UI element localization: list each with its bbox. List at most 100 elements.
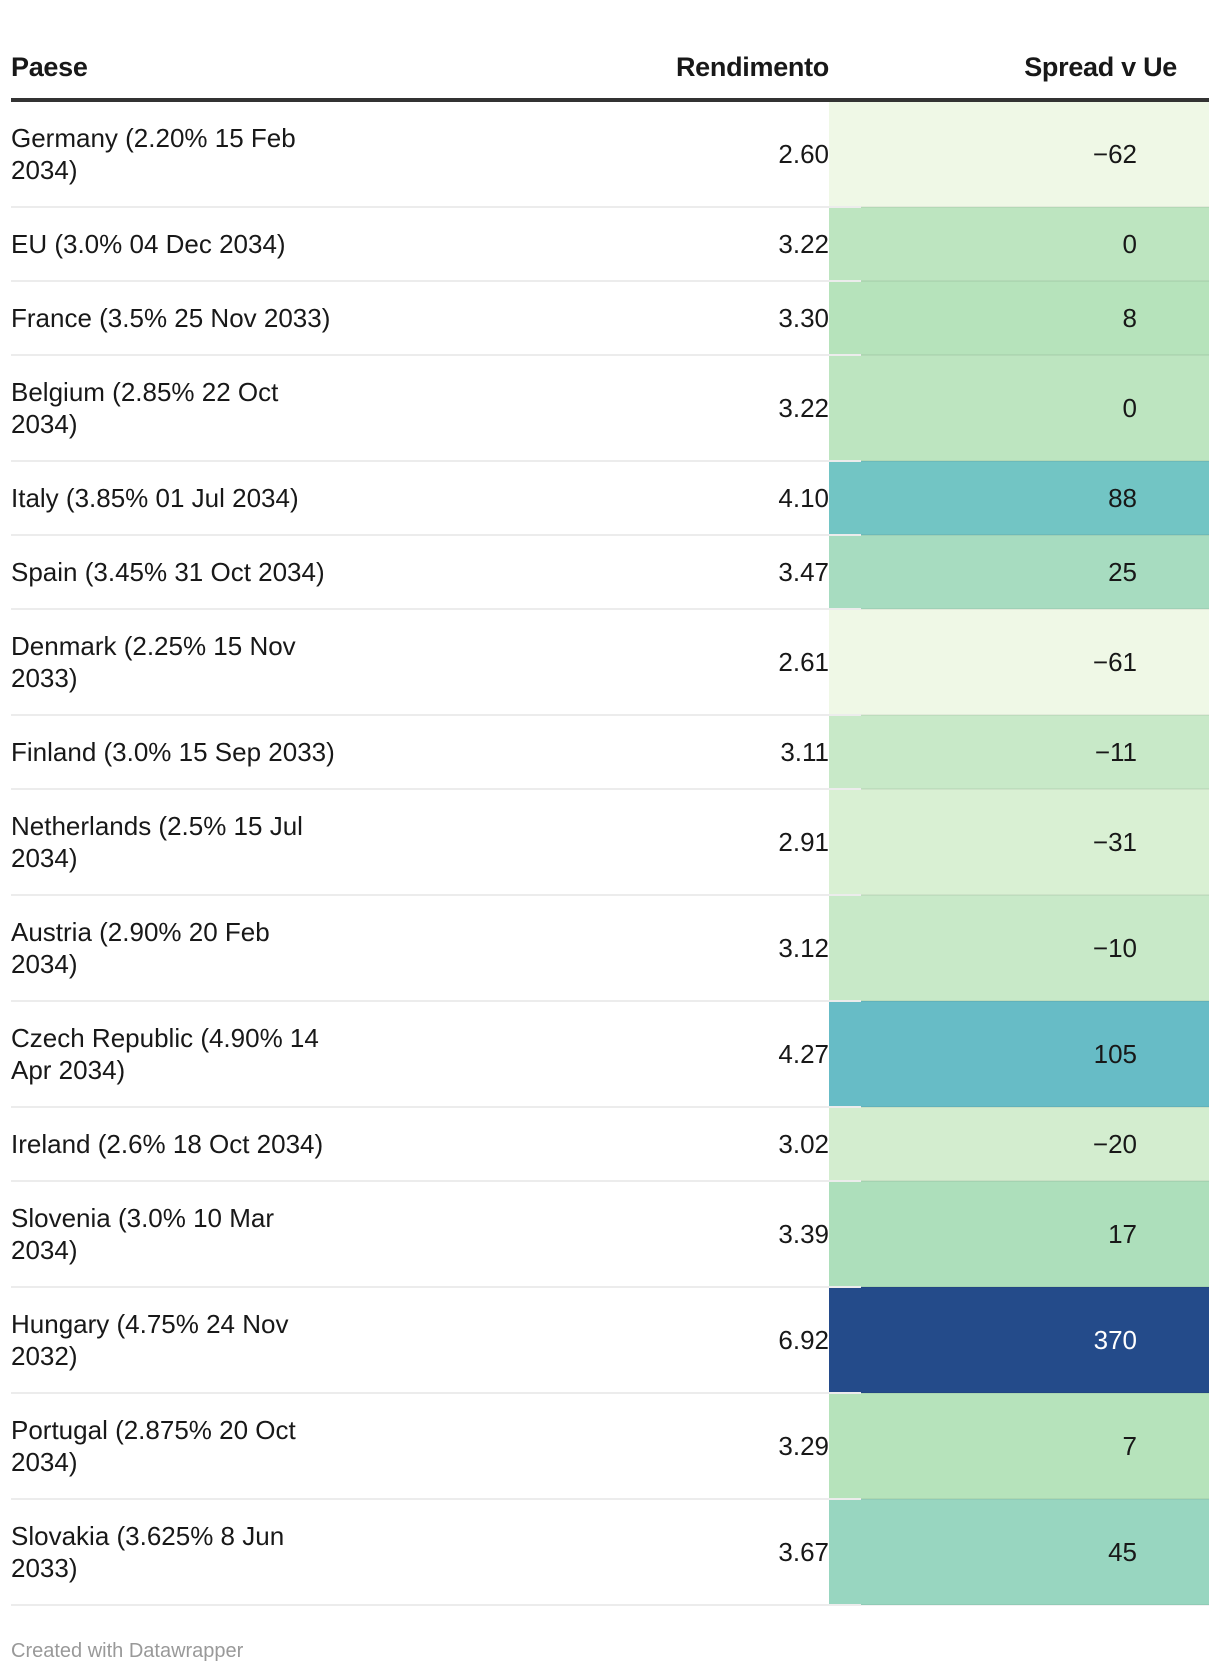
table-row: Slovakia (3.625% 8 Jun 2033) 3.67 45 — [11, 1499, 1209, 1606]
yield-cell: 4.27 — [371, 1001, 829, 1108]
table-row: Austria (2.90% 20 Feb 2034) 3.12 −10 — [11, 895, 1209, 1002]
yield-cell: 3.02 — [371, 1107, 829, 1182]
spread-cell-pad — [829, 1001, 861, 1108]
spread-cell-pad — [829, 1393, 861, 1500]
spread-cell-pad — [829, 715, 861, 790]
yield-cell: 3.22 — [371, 355, 829, 462]
yield-cell: 2.91 — [371, 789, 829, 896]
header-row: Paese Rendimento Spread v Ue — [11, 36, 1209, 102]
yield-cell: 3.12 — [371, 895, 829, 1002]
yield-cell: 3.39 — [371, 1181, 829, 1288]
table-row: Netherlands (2.5% 15 Jul 2034) 2.91 −31 — [11, 789, 1209, 896]
table-row: Czech Republic (4.90% 14 Apr 2034) 4.27 10… — [11, 1001, 1209, 1108]
country-cell: Germany (2.20% 15 Feb 2034) — [11, 100, 371, 208]
table-row: France (3.5% 25 Nov 2033) 3.30 8 — [11, 281, 1209, 356]
spread-cell: 8 — [861, 281, 1209, 356]
country-cell: Ireland (2.6% 18 Oct 2034) — [11, 1107, 371, 1182]
country-name: Slovakia (3.625% 8 Jun 2033) — [11, 1521, 285, 1583]
table-row: Belgium (2.85% 22 Oct 2034) 3.22 0 — [11, 355, 1209, 462]
spread-cell-pad — [829, 355, 861, 462]
spread-cell: −31 — [861, 789, 1209, 896]
table-row: Germany (2.20% 15 Feb 2034) 2.60 −62 — [11, 100, 1209, 208]
spread-cell: −62 — [861, 100, 1209, 208]
country-name: Portugal (2.875% 20 Oct 2034) — [11, 1415, 296, 1477]
spread-cell: 105 — [861, 1001, 1209, 1108]
yield-cell: 3.47 — [371, 535, 829, 610]
spread-cell-pad — [829, 895, 861, 1002]
country-name: Ireland (2.6% 18 Oct 2034) — [11, 1129, 324, 1159]
country-cell: Denmark (2.25% 15 Nov 2033) — [11, 609, 371, 716]
footer-credit: Created with Datawrapper — [11, 1640, 244, 1662]
yield-cell: 3.30 — [371, 281, 829, 356]
spread-cell: −10 — [861, 895, 1209, 1002]
country-name: Finland (3.0% 15 Sep 2033) — [11, 737, 335, 767]
spread-cell-pad — [829, 1499, 861, 1606]
country-cell: Hungary (4.75% 24 Nov 2032) — [11, 1287, 371, 1394]
bond-yield-table: Paese Rendimento Spread v Ue Germany (2.… — [11, 36, 1209, 1606]
table-row: Italy (3.85% 01 Jul 2034) 4.10 88 — [11, 461, 1209, 536]
yield-cell: 2.60 — [371, 100, 829, 208]
table-row: Denmark (2.25% 15 Nov 2033) 2.61 −61 — [11, 609, 1209, 716]
country-cell: Austria (2.90% 20 Feb 2034) — [11, 895, 371, 1002]
spread-cell: 88 — [861, 461, 1209, 536]
country-name: Slovenia (3.0% 10 Mar 2034) — [11, 1203, 275, 1265]
spread-cell: −20 — [861, 1107, 1209, 1182]
header-spread[interactable]: Spread v Ue — [861, 36, 1209, 102]
country-name: Spain (3.45% 31 Oct 2034) — [11, 557, 325, 587]
header-yield[interactable]: Rendimento — [371, 36, 829, 102]
yield-cell: 3.67 — [371, 1499, 829, 1606]
country-name: EU (3.0% 04 Dec 2034) — [11, 229, 286, 259]
country-cell: EU (3.0% 04 Dec 2034) — [11, 207, 371, 282]
yield-cell: 4.10 — [371, 461, 829, 536]
spread-cell: −61 — [861, 609, 1209, 716]
spread-cell-pad — [829, 609, 861, 716]
spread-cell: 0 — [861, 355, 1209, 462]
table-row: Hungary (4.75% 24 Nov 2032) 6.92 370 — [11, 1287, 1209, 1394]
spread-cell: −11 — [861, 715, 1209, 790]
spread-cell-pad — [829, 1107, 861, 1182]
table-row: Portugal (2.875% 20 Oct 2034) 3.29 7 — [11, 1393, 1209, 1500]
country-cell: Italy (3.85% 01 Jul 2034) — [11, 461, 371, 536]
country-cell: Czech Republic (4.90% 14 Apr 2034) — [11, 1001, 371, 1108]
table-row: Slovenia (3.0% 10 Mar 2034) 3.39 17 — [11, 1181, 1209, 1288]
table-row: Ireland (2.6% 18 Oct 2034) 3.02 −20 — [11, 1107, 1209, 1182]
spread-cell-pad — [829, 535, 861, 610]
spread-cell-pad — [829, 1181, 861, 1288]
yield-cell: 3.11 — [371, 715, 829, 790]
country-name: Germany (2.20% 15 Feb 2034) — [11, 123, 296, 185]
spread-cell-pad — [829, 1287, 861, 1394]
country-cell: Belgium (2.85% 22 Oct 2034) — [11, 355, 371, 462]
yield-cell: 2.61 — [371, 609, 829, 716]
spread-cell-pad — [829, 100, 861, 208]
spread-cell-pad — [829, 461, 861, 536]
country-name: Hungary (4.75% 24 Nov 2032) — [11, 1309, 289, 1371]
table-row: EU (3.0% 04 Dec 2034) 3.22 0 — [11, 207, 1209, 282]
spread-cell: 7 — [861, 1393, 1209, 1500]
country-cell: France (3.5% 25 Nov 2033) — [11, 281, 371, 356]
spread-cell: 45 — [861, 1499, 1209, 1606]
country-name: Czech Republic (4.90% 14 Apr 2034) — [11, 1023, 319, 1085]
country-name: Italy (3.85% 01 Jul 2034) — [11, 483, 299, 513]
country-cell: Slovakia (3.625% 8 Jun 2033) — [11, 1499, 371, 1606]
header-spacer — [829, 36, 861, 102]
country-cell: Finland (3.0% 15 Sep 2033) — [11, 715, 371, 790]
spread-cell-pad — [829, 207, 861, 282]
yield-cell: 6.92 — [371, 1287, 829, 1394]
yield-cell: 3.29 — [371, 1393, 829, 1500]
country-name: Belgium (2.85% 22 Oct 2034) — [11, 377, 279, 439]
country-name: Denmark (2.25% 15 Nov 2033) — [11, 631, 296, 693]
country-name: Netherlands (2.5% 15 Jul 2034) — [11, 811, 303, 873]
spread-cell: 370 — [861, 1287, 1209, 1394]
spread-cell: 25 — [861, 535, 1209, 610]
country-cell: Slovenia (3.0% 10 Mar 2034) — [11, 1181, 371, 1288]
country-cell: Spain (3.45% 31 Oct 2034) — [11, 535, 371, 610]
table-row: Finland (3.0% 15 Sep 2033) 3.11 −11 — [11, 715, 1209, 790]
country-cell: Netherlands (2.5% 15 Jul 2034) — [11, 789, 371, 896]
spread-cell-pad — [829, 789, 861, 896]
table-row: Spain (3.45% 31 Oct 2034) 3.47 25 — [11, 535, 1209, 610]
header-country[interactable]: Paese — [11, 36, 371, 102]
country-name: France (3.5% 25 Nov 2033) — [11, 303, 331, 333]
country-cell: Portugal (2.875% 20 Oct 2034) — [11, 1393, 371, 1500]
country-name: Austria (2.90% 20 Feb 2034) — [11, 917, 270, 979]
spread-cell: 0 — [861, 207, 1209, 282]
